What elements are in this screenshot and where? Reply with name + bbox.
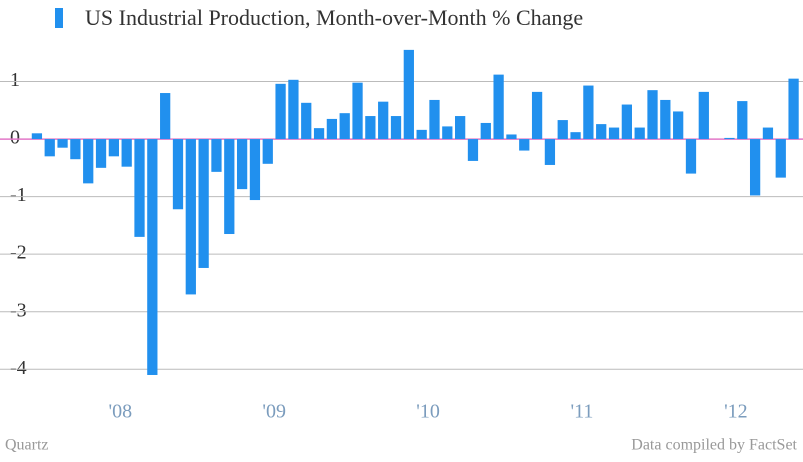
bar (147, 139, 158, 375)
bar (788, 78, 799, 140)
bar (326, 118, 338, 140)
y-tick-label: -1 (10, 184, 27, 206)
bar (698, 91, 709, 140)
bar (673, 111, 684, 140)
bar (557, 120, 568, 140)
bar (185, 139, 196, 295)
bar (608, 127, 620, 140)
bar (95, 139, 107, 168)
bar (211, 139, 222, 172)
x-tick-label: '12 (724, 401, 748, 423)
bar (544, 139, 556, 165)
bar (31, 133, 43, 140)
source: Data compiled by FactSet (631, 437, 797, 454)
bar (70, 139, 81, 160)
bar (596, 124, 607, 140)
bar (455, 116, 466, 140)
bar (762, 127, 774, 140)
bar (339, 113, 350, 140)
y-tick-label: 1 (10, 69, 20, 91)
bar (570, 132, 581, 140)
bar (198, 139, 209, 268)
bar (249, 139, 261, 201)
y-tick-label: -4 (10, 357, 27, 379)
bar (685, 139, 697, 174)
bar (621, 104, 632, 140)
bar (275, 83, 286, 140)
bar (442, 126, 453, 140)
bar (160, 93, 171, 140)
bar (121, 139, 132, 167)
bar (365, 116, 376, 140)
bar (519, 139, 530, 151)
y-tick-label: -2 (10, 242, 27, 264)
y-tick-label: -3 (10, 299, 27, 321)
chart-title: US Industrial Production, Month-over-Mon… (85, 5, 583, 30)
bar (172, 139, 184, 210)
bar (749, 139, 761, 196)
x-tick-label: '09 (262, 401, 286, 423)
bar (416, 129, 427, 140)
bar (403, 49, 414, 140)
bar (83, 139, 94, 184)
bar (724, 137, 735, 140)
bar (480, 122, 491, 140)
bar (44, 139, 55, 157)
bar (224, 139, 235, 235)
bar (378, 101, 389, 140)
bar (313, 128, 325, 140)
bar (467, 139, 479, 161)
bar (583, 85, 594, 140)
bar (493, 74, 504, 140)
bar (506, 134, 517, 140)
x-tick-label: '10 (416, 401, 440, 423)
x-tick-label: '08 (108, 401, 132, 423)
bar (236, 139, 248, 190)
bar (634, 127, 645, 140)
bar (134, 139, 145, 237)
bar (737, 101, 748, 140)
bar (647, 90, 658, 140)
bar (775, 139, 786, 178)
bar (660, 99, 671, 140)
bar (108, 139, 119, 157)
bar (288, 79, 299, 140)
x-tick-label: '11 (571, 401, 594, 423)
bar (531, 91, 543, 140)
legend-swatch (55, 8, 63, 28)
bar (390, 116, 402, 140)
bar (57, 139, 68, 148)
bar (301, 102, 312, 140)
credit: Quartz (5, 437, 49, 454)
bar (352, 82, 363, 140)
bar (262, 139, 273, 164)
bar (429, 99, 440, 140)
y-tick-label: 0 (10, 127, 20, 149)
